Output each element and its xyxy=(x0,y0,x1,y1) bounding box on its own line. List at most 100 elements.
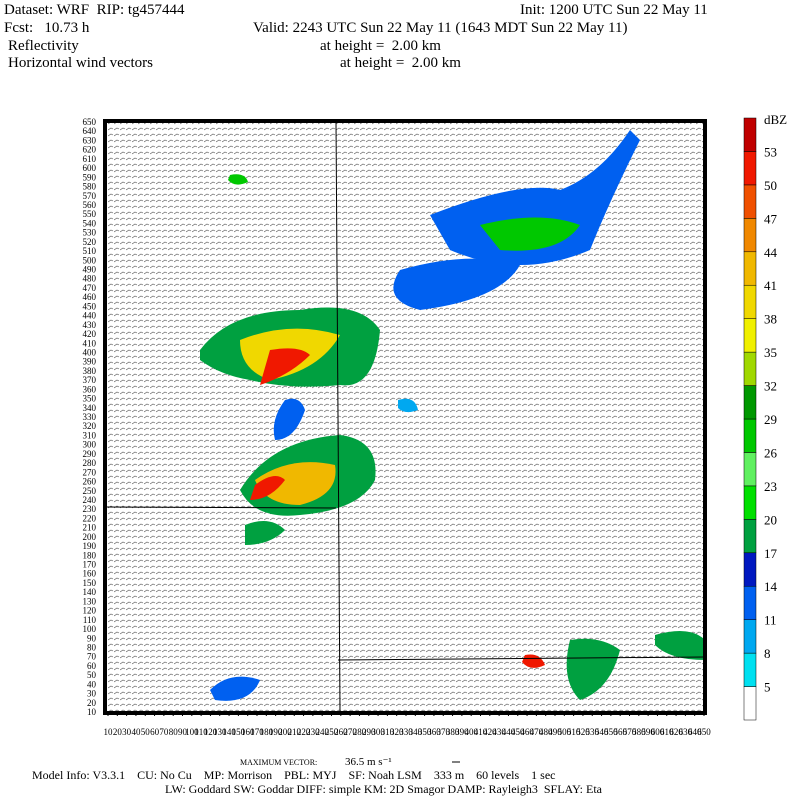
x-tick-label: 640 xyxy=(688,727,702,737)
y-tick-label: 180 xyxy=(83,550,97,560)
colorbar-label: 8 xyxy=(764,646,771,661)
y-tick-label: 550 xyxy=(83,209,97,219)
dataset: Dataset: WRF RIP: tg457444 xyxy=(4,2,185,18)
colorbar-box xyxy=(743,385,757,420)
y-tick-label: 350 xyxy=(83,394,97,404)
x-tick-label: 40 xyxy=(131,727,141,737)
y-tick-label: 560 xyxy=(83,200,97,210)
colorbar-label: 44 xyxy=(764,245,778,260)
x-tick-label: 500 xyxy=(558,727,572,737)
x-tick-label: 150 xyxy=(232,727,246,737)
echo xyxy=(273,398,305,440)
colorbar-box xyxy=(743,351,757,386)
y-tick-label: 20 xyxy=(87,698,97,708)
y-tick-label: 300 xyxy=(83,440,97,450)
x-tick-label: 410 xyxy=(474,727,488,737)
echo xyxy=(210,676,260,701)
colorbar-box xyxy=(743,485,757,520)
x-tick-label: 120 xyxy=(204,727,218,737)
colorbar-box xyxy=(743,585,757,620)
x-tick-label: 530 xyxy=(586,727,600,737)
y-tick-label: 280 xyxy=(83,458,97,468)
colorbar-box xyxy=(743,251,757,286)
colorbar-box xyxy=(743,652,757,687)
x-tick-label: 630 xyxy=(679,727,693,737)
x-tick-label: 440 xyxy=(502,727,516,737)
echo xyxy=(245,521,285,545)
x-tick-label: 330 xyxy=(399,727,413,737)
echo xyxy=(655,631,705,660)
x-tick-label: 170 xyxy=(250,727,264,737)
x-tick-label: 180 xyxy=(260,727,274,737)
field1: Reflectivity xyxy=(8,38,79,54)
y-tick-label: 610 xyxy=(83,154,97,164)
y-tick-label: 40 xyxy=(87,679,97,689)
echo xyxy=(430,130,640,265)
wind-field xyxy=(106,122,704,712)
y-tick-label: 330 xyxy=(83,412,97,422)
echo xyxy=(522,654,545,668)
y-tick-label: 130 xyxy=(83,596,97,606)
colorbar-box xyxy=(743,619,757,654)
y-tick-label: 340 xyxy=(83,403,97,413)
y-tick-label: 310 xyxy=(83,430,97,440)
x-tick-label: 350 xyxy=(418,727,432,737)
colorbar-label: 20 xyxy=(764,512,777,527)
colorbar-label: 53 xyxy=(764,144,777,159)
x-tick-label: 460 xyxy=(520,727,534,737)
colorbar-label: 17 xyxy=(764,546,778,561)
y-tick-label: 600 xyxy=(83,163,97,173)
colorbar-box xyxy=(743,117,757,152)
colorbar-box xyxy=(743,519,757,554)
y-tick-label: 640 xyxy=(83,126,97,136)
y-tick-label: 440 xyxy=(83,311,97,321)
colorbar-label: 47 xyxy=(764,211,778,226)
x-tick-label: 480 xyxy=(539,727,553,737)
echo xyxy=(480,217,580,251)
state-line xyxy=(105,506,337,509)
x-tick-label: 20 xyxy=(113,727,123,737)
y-tick-label: 590 xyxy=(83,172,97,182)
y-tick-label: 200 xyxy=(83,532,97,542)
y-tick-label: 360 xyxy=(83,384,97,394)
colorbar-label: 26 xyxy=(764,445,778,460)
y-tick-label: 240 xyxy=(83,495,97,505)
state-line xyxy=(335,121,341,713)
x-tick-label: 80 xyxy=(169,727,179,737)
x-tick-label: 50 xyxy=(141,727,151,737)
valid: Valid: 2243 UTC Sun 22 May 11 (1643 MDT … xyxy=(253,20,627,36)
y-tick-label: 390 xyxy=(83,357,97,367)
y-tick-label: 450 xyxy=(83,301,97,311)
y-tick-label: 370 xyxy=(83,375,97,385)
colorbar-box xyxy=(743,418,757,453)
field2-level: at height = 2.00 km xyxy=(340,55,461,71)
x-tick-label: 370 xyxy=(437,727,451,737)
echo xyxy=(250,476,285,500)
x-tick-label: 430 xyxy=(492,727,506,737)
x-tick-label: 130 xyxy=(213,727,227,737)
colorbar-box xyxy=(743,284,757,319)
colorbar-box xyxy=(743,452,757,487)
x-tick-label: 600 xyxy=(651,727,665,737)
colorbar-unit: dBZ xyxy=(764,112,787,127)
y-tick-label: 110 xyxy=(83,615,97,625)
x-tick-label: 260 xyxy=(334,727,348,737)
colorbar-label: 32 xyxy=(764,379,777,394)
x-tick-label: 400 xyxy=(464,727,478,737)
x-tick-label: 210 xyxy=(288,727,302,737)
x-tick-label: 650 xyxy=(697,727,711,737)
x-tick-label: 540 xyxy=(595,727,609,737)
x-tick-label: 560 xyxy=(613,727,627,737)
y-tick-label: 500 xyxy=(83,255,97,265)
init: Init: 1200 UTC Sun 22 May 11 xyxy=(520,2,708,18)
y-tick-label: 230 xyxy=(83,504,97,514)
x-tick-label: 390 xyxy=(455,727,469,737)
x-tick-label: 70 xyxy=(159,727,169,737)
x-tick-label: 450 xyxy=(511,727,525,737)
x-tick-label: 190 xyxy=(269,727,283,737)
x-tick-label: 270 xyxy=(343,727,357,737)
x-tick-label: 590 xyxy=(641,727,655,737)
x-tick-label: 250 xyxy=(325,727,339,737)
x-tick-label: 510 xyxy=(567,727,581,737)
